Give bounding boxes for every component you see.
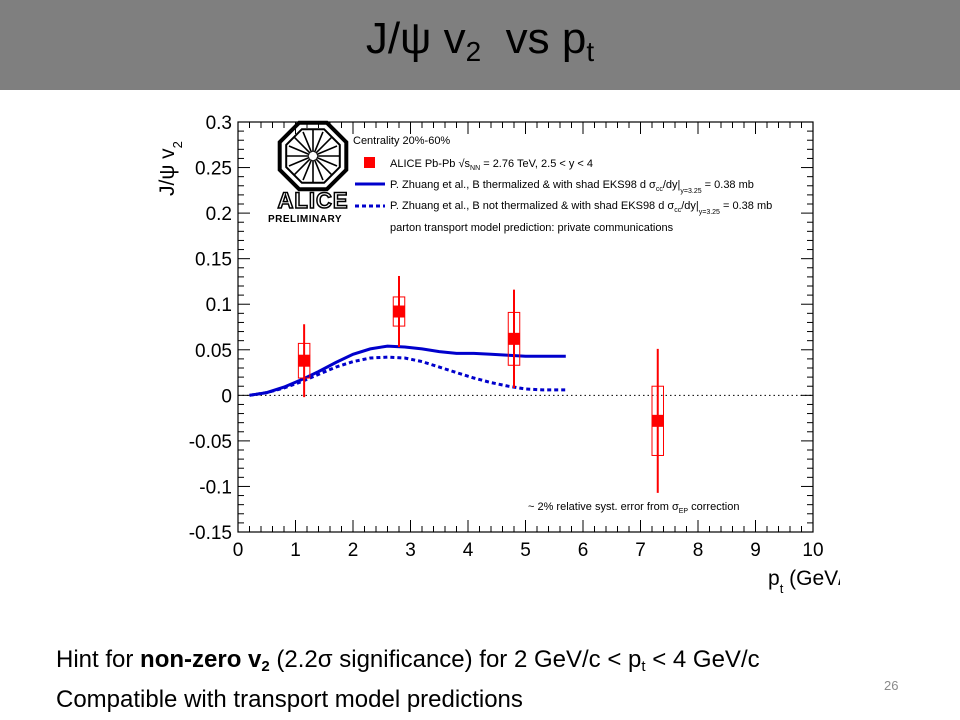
title-sub-2: 2 [465,36,482,67]
footer-text-d: significance) for 2 GeV/c < p [332,646,642,673]
footer-text-c: (2.2 [269,646,318,673]
footer-text-a: Hint for [56,646,141,673]
data-point [393,305,405,318]
y-tick-label: 0.15 [195,250,232,271]
y-axis-title-part: J/ψ v [156,148,179,196]
legend-label-data-part: √s [458,158,470,170]
footer-sigma: σ [317,646,333,673]
logo-spoke [294,137,311,154]
page-number: 26 [884,678,899,693]
title-sub-t: t [586,36,595,67]
y-axis-title-part: 2 [170,141,185,148]
y-tick-label: -0.15 [189,523,232,544]
title-v: v [431,14,466,63]
y-tick-label: 0.2 [206,204,232,225]
x-tick-label: 8 [693,540,704,561]
x-tick-label: 4 [463,540,474,561]
annotation-part: ~ 2% relative syst. error from σ [528,501,679,513]
legend-label-data-part: ALICE Pb-Pb [390,158,458,170]
legend-label-data-part: = 2.76 TeV, 2.5 < y < 4 [480,158,593,170]
legend-label-thermalized-part: = 0.38 mb [702,179,754,191]
x-axis-title-part: (GeV/c) [783,567,840,590]
logo-spoke [315,158,332,175]
legend-label-not-thermalized-part: /dy| [681,200,699,212]
footer-line-1: Hint for non-zero v2 (2.2σ significance)… [56,646,760,675]
logo-spoke [313,131,324,153]
annotation-part: correction [688,501,739,513]
legend-header: Centrality 20%-60% [353,135,450,147]
logo-text: ALICE [278,188,349,213]
logo-spoke [288,156,310,167]
footer-bold-sub: 2 [261,658,270,675]
model-curve-thermalized [249,344,566,397]
logo-subtext: PRELIMINARY [268,214,342,225]
x-tick-label: 7 [635,540,646,561]
x-axis-title: pt (GeV/c) [768,567,840,596]
y-axis-title: J/ψ v2 [156,141,185,196]
legend-label-not-thermalized-part: = 0.38 mb [720,200,772,212]
x-tick-label: 0 [233,540,244,561]
footer-sub-t: t [641,658,646,675]
x-tick-label: 9 [750,540,761,561]
legend-label-thermalized-part: cc [656,186,664,193]
legend-label-thermalized: P. Zhuang et al., B thermalized & with s… [390,179,754,195]
data-point [651,414,664,427]
legend-label-not-thermalized-part: cc [674,207,682,214]
slide-title: J/ψ v2 vs pt [0,14,960,68]
x-axis-title-part: t [780,581,784,596]
x-tick-label: 5 [520,540,531,561]
legend-label-data-part: NN [470,165,480,172]
logo-spoke [313,159,324,181]
title-bar [0,0,960,90]
v2-vs-pt-chart: 0 1 2 3 4 5 6 7 8 9 10 -0.15 -0.1 -0.05 0 0.05 0.1 0.15 0.… [156,113,840,596]
legend-footer: parton transport model prediction: priva… [390,222,674,234]
logo-spoke [294,158,311,175]
logo-octagon-inner [285,128,341,184]
footer-line-2: Compatible with transport model predicti… [56,686,523,713]
legend-label-not-thermalized-part: P. Zhuang et al., B not thermalized & wi… [390,200,674,212]
y-tick-label: 0.3 [206,113,232,134]
logo-spoke [315,137,332,154]
legend-label-not-thermalized: P. Zhuang et al., B not thermalized & wi… [390,200,772,216]
annotation-part: EP [679,508,689,515]
logo-spoke [316,156,338,167]
x-tick-label: 2 [348,540,359,561]
legend-label-thermalized-part: P. Zhuang et al., B thermalized & with s… [390,179,656,191]
title-psi: ψ [400,14,432,63]
footer-bold: non-zero v [140,646,262,673]
legend-label-thermalized-part: /dy| [663,179,681,191]
y-tick-label: -0.05 [189,432,232,453]
legend-label-not-thermalized-part: y=3.25 [699,209,720,216]
annotation: ~ 2% relative syst. error from σEP corre… [528,501,739,515]
x-axis-title-part: p [768,567,780,590]
logo-spoke [302,159,313,181]
y-tick-label: 0 [221,386,232,407]
data-point [508,332,520,345]
model-curve-not-thermalized [249,355,566,397]
y-tick-label: 0.05 [195,341,232,362]
y-tick-label: 0.1 [206,295,232,316]
data-point [298,354,311,367]
y-tick-label: 0.25 [195,159,232,180]
x-tick-label: 1 [290,540,301,561]
footer-text-e: < 4 GeV/c [645,646,760,673]
title-vs: vs p [481,14,587,63]
x-tick-label: 6 [578,540,589,561]
logo-spoke [316,145,338,156]
x-tick-label: 10 [802,540,823,561]
legend-label-data: ALICE Pb-Pb √sNN = 2.76 TeV, 2.5 < y < 4 [390,158,593,172]
legend-label-thermalized-part: y=3.25 [680,188,701,195]
logo-spoke [288,145,310,156]
y-tick-label: -0.1 [199,477,232,498]
legend-marker-data [364,157,375,168]
logo-octagon-outer [277,120,349,192]
x-tick-label: 3 [405,540,416,561]
title-prefix: J/ [365,14,401,63]
logo-spoke [302,131,313,153]
